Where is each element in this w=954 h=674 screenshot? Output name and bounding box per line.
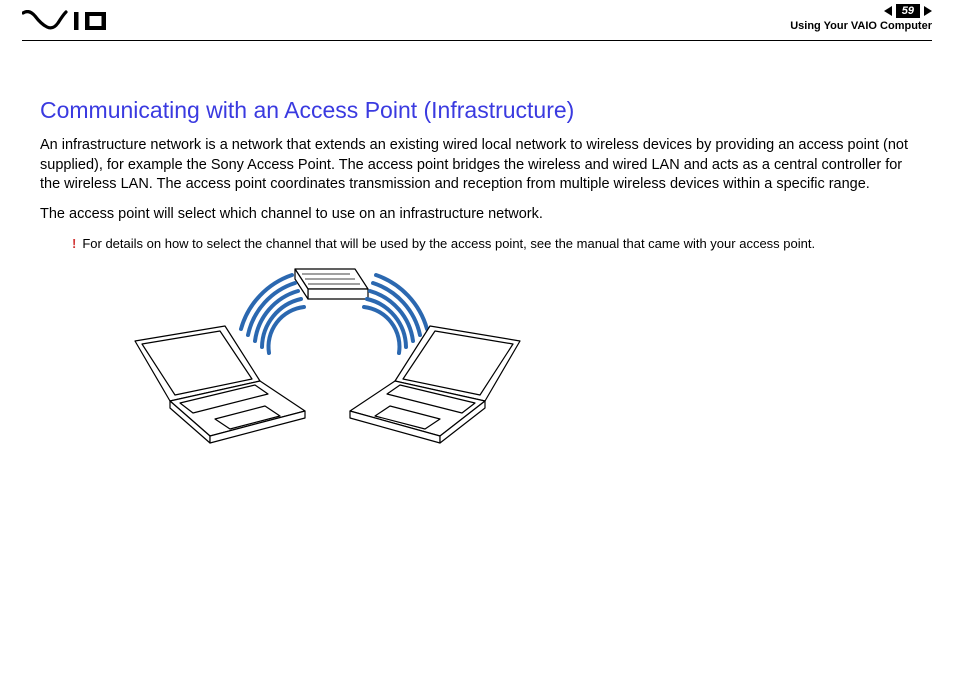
warning-icon: ! <box>72 237 76 250</box>
note-text: For details on how to select the channel… <box>82 236 815 253</box>
next-page-arrow-icon[interactable] <box>924 6 932 16</box>
vaio-logo <box>22 10 118 37</box>
infrastructure-diagram <box>80 261 914 456</box>
page-content: Communicating with an Access Point (Infr… <box>0 41 954 456</box>
page-header: 59 Using Your VAIO Computer <box>0 0 954 40</box>
access-point-icon <box>295 269 368 299</box>
note-row: ! For details on how to select the chann… <box>72 236 914 253</box>
prev-page-arrow-icon[interactable] <box>884 6 892 16</box>
wifi-signal-right-icon <box>364 275 427 353</box>
wifi-signal-left-icon <box>241 275 304 353</box>
page-number: 59 <box>896 4 920 18</box>
paragraph-1: An infrastructure network is a network t… <box>40 136 914 195</box>
header-right: 59 Using Your VAIO Computer <box>790 4 932 32</box>
laptop-left-icon <box>135 326 305 443</box>
paragraph-2: The access point will select which chann… <box>40 205 914 225</box>
breadcrumb: Using Your VAIO Computer <box>790 20 932 32</box>
page-nav: 59 <box>790 4 932 18</box>
page-title: Communicating with an Access Point (Infr… <box>40 97 914 124</box>
laptop-right-icon <box>350 326 520 443</box>
